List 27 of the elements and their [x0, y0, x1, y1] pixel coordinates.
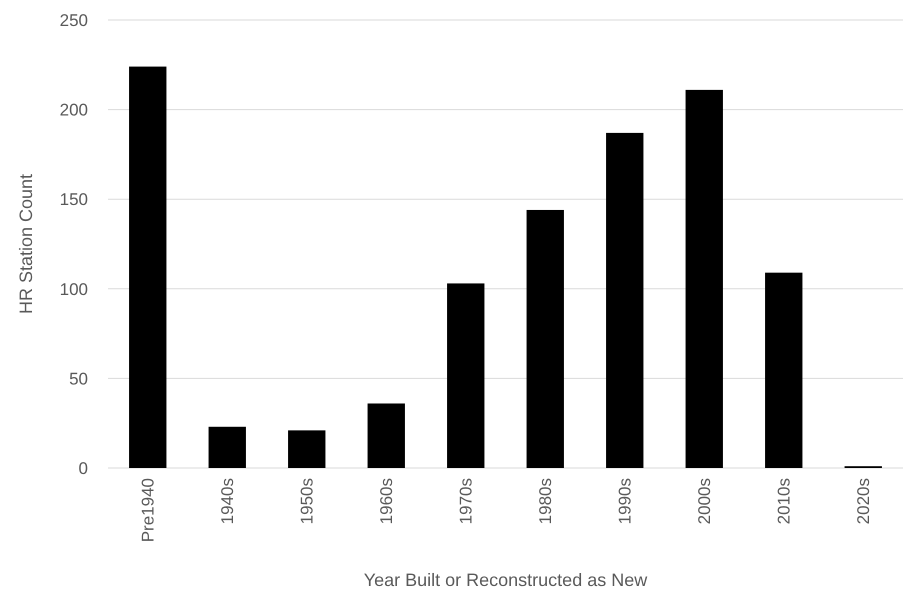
y-tick-label: 250 [60, 10, 88, 30]
y-tick-label: 200 [60, 100, 88, 120]
bar [765, 272, 802, 468]
y-axis-title: HR Station Count [16, 174, 36, 314]
bar [129, 66, 166, 468]
x-tick-label: 2000s [695, 478, 714, 524]
y-tick-label: 150 [60, 190, 88, 210]
bar [368, 403, 405, 468]
x-axis-title: Year Built or Reconstructed as New [364, 570, 648, 590]
y-tick-label: 100 [60, 280, 88, 299]
bar [526, 210, 564, 468]
x-tick-label: 1960s [377, 478, 396, 524]
y-tick-label: 50 [69, 369, 88, 388]
x-tick-label: 1990s [616, 478, 635, 524]
y-tick-label: 0 [78, 458, 88, 478]
bar [606, 132, 644, 468]
x-tick-label: 1970s [456, 478, 476, 524]
bar [686, 90, 723, 468]
bar [447, 283, 484, 468]
x-tick-label: 1980s [536, 478, 556, 524]
x-tick-label: 2010s [774, 478, 794, 524]
bar [208, 426, 246, 468]
x-tick-label: 2020s [854, 478, 874, 524]
x-tick-label: Pre1940 [138, 478, 158, 542]
bar [288, 430, 326, 468]
x-tick-label: 1950s [298, 478, 317, 524]
x-tick-label: 1940s [218, 478, 238, 524]
